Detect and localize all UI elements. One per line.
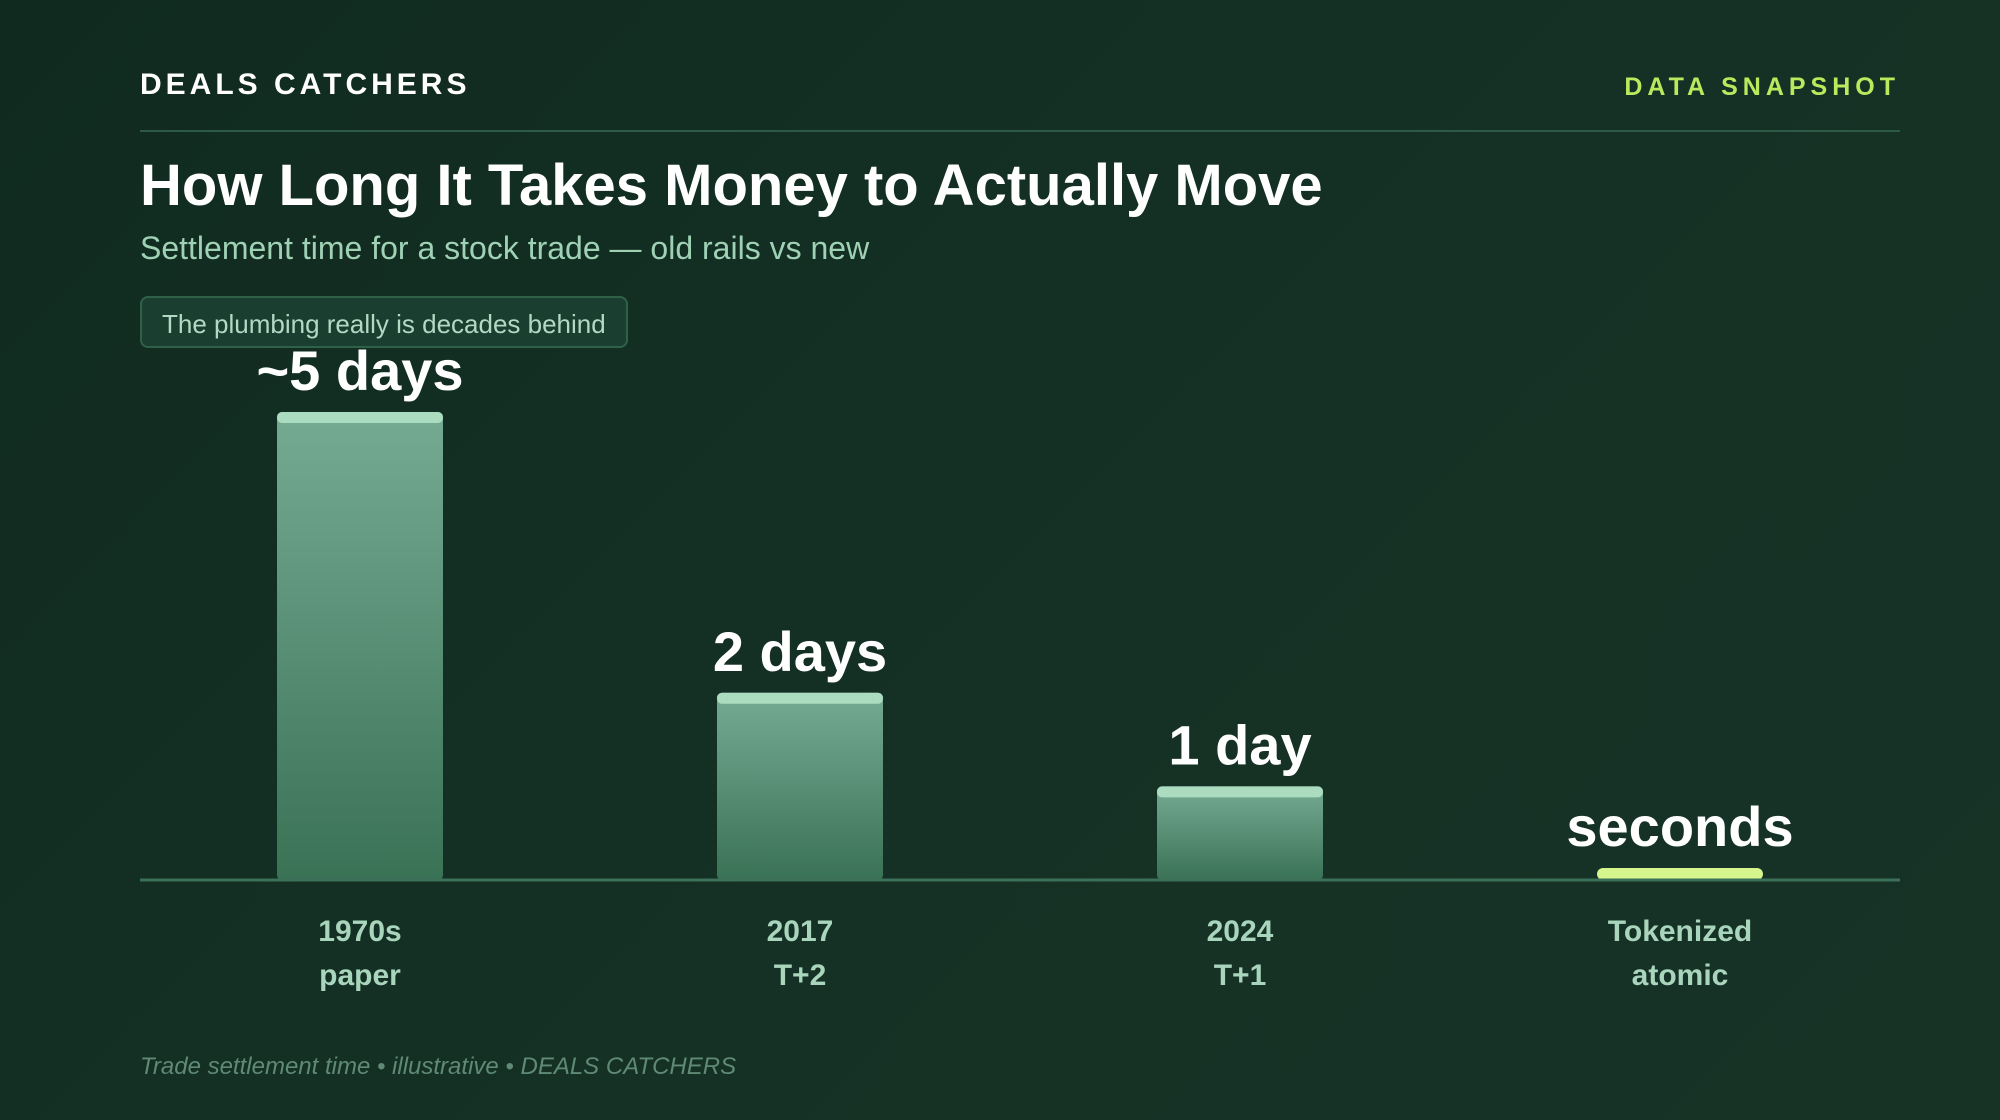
header-divider	[140, 130, 1900, 132]
category-label-4: Tokenized atomic	[1608, 915, 1752, 992]
bar-1	[277, 412, 443, 880]
footer-source-note: Trade settlement time • illustrative • D…	[140, 1053, 737, 1080]
data-label-4: seconds	[1566, 795, 1793, 858]
bar-4	[1597, 868, 1763, 880]
chart-title: How Long It Takes Money to Actually Move	[140, 153, 1323, 218]
chart-subtitle: Settlement time for a stock trade — old …	[140, 230, 870, 266]
category-label-2: 2017 T+2	[767, 915, 834, 992]
bars-group	[277, 412, 1763, 880]
bar-cap-3	[1157, 786, 1323, 798]
annotation-callout: The plumbing really is decades behind	[140, 296, 628, 348]
bar-cap-1	[277, 412, 443, 423]
category-label-1: 1970s paper	[318, 915, 401, 992]
labels-group: ~5 days 1970s paper 2 days 2017 T+2 1 day 2024 T…	[256, 339, 1793, 992]
bar-2	[717, 692, 883, 880]
data-label-3: 1 day	[1168, 713, 1311, 776]
section-tag: DATA SNAPSHOT	[1624, 73, 1900, 101]
bar-3	[1157, 786, 1323, 880]
category-label-3: 2024 T+1	[1207, 915, 1274, 992]
data-label-2: 2 days	[713, 620, 887, 683]
data-label-1: ~5 days	[256, 339, 463, 402]
brand-wordmark: DEALS CATCHERS	[140, 68, 471, 101]
bar-cap-2	[717, 692, 883, 704]
